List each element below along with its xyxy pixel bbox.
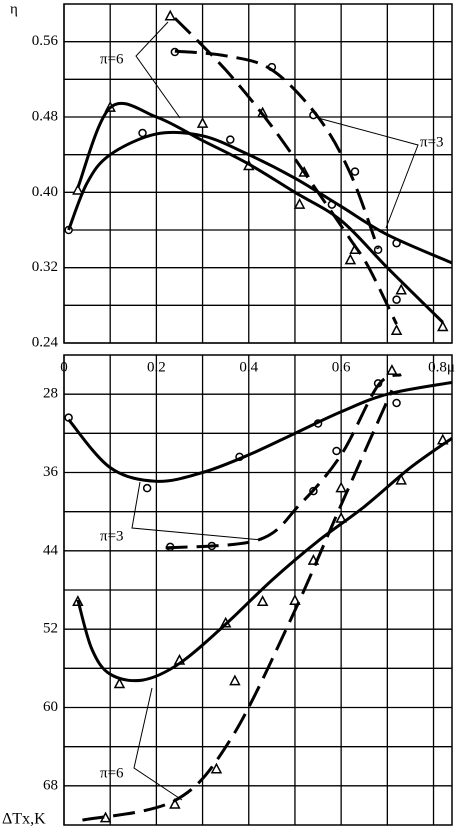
y-tick-label: 36 [43, 464, 59, 480]
leader-line [317, 117, 419, 229]
y-tick-label: 0.48 [32, 108, 58, 124]
y-axis-label: η [10, 1, 18, 17]
point [332, 446, 341, 456]
point [196, 116, 209, 128]
point [169, 797, 181, 809]
leader-line [133, 687, 183, 801]
point [293, 197, 306, 209]
curve [82, 389, 394, 822]
point [229, 674, 241, 686]
point [113, 677, 126, 689]
curve [76, 101, 444, 324]
leader-line [135, 21, 181, 119]
leader-lines [131, 21, 419, 801]
point [335, 511, 347, 523]
x-tick-label: 0.8μ [428, 359, 455, 375]
annotation: π=6 [100, 51, 124, 67]
y-tick-label: 0.40 [32, 184, 58, 200]
y-tick-label: 52 [43, 621, 58, 637]
panel: 0.240.320.400.480.5600.20.40.60.8μ [32, 3, 455, 375]
curve [173, 17, 398, 325]
point [373, 245, 383, 255]
y-tick-label: 60 [43, 699, 58, 715]
point [350, 167, 360, 176]
annotation: π=3 [420, 134, 444, 150]
y-tick-label: 44 [43, 542, 59, 558]
point [210, 762, 223, 774]
y-tick-label: 0.24 [32, 334, 59, 350]
curve [174, 49, 380, 250]
curve [67, 130, 453, 265]
point [395, 473, 407, 485]
y-axis-label: ΔTx,K [2, 811, 46, 828]
point [335, 481, 347, 493]
point [392, 398, 401, 408]
point [437, 320, 449, 332]
curve [67, 380, 453, 483]
panel: 28 36 44 52 60 68 [43, 354, 453, 826]
annotation: π=3 [100, 528, 124, 544]
point [142, 483, 152, 493]
y-tick-label: 28 [43, 386, 58, 402]
point [395, 283, 407, 295]
leader-line [131, 481, 263, 541]
curve [165, 373, 402, 550]
point [226, 135, 235, 144]
annotation: π=6 [100, 765, 124, 781]
point [386, 364, 398, 375]
y-tick-label: 0.56 [32, 33, 59, 49]
y-tick-label: 68 [43, 777, 58, 793]
point [390, 324, 403, 336]
point [72, 183, 84, 195]
y-tick-label: 0.32 [32, 259, 58, 275]
point [344, 253, 357, 265]
point [164, 9, 176, 21]
point [138, 128, 147, 138]
point [392, 295, 401, 304]
point [256, 595, 269, 606]
curve [76, 437, 453, 683]
